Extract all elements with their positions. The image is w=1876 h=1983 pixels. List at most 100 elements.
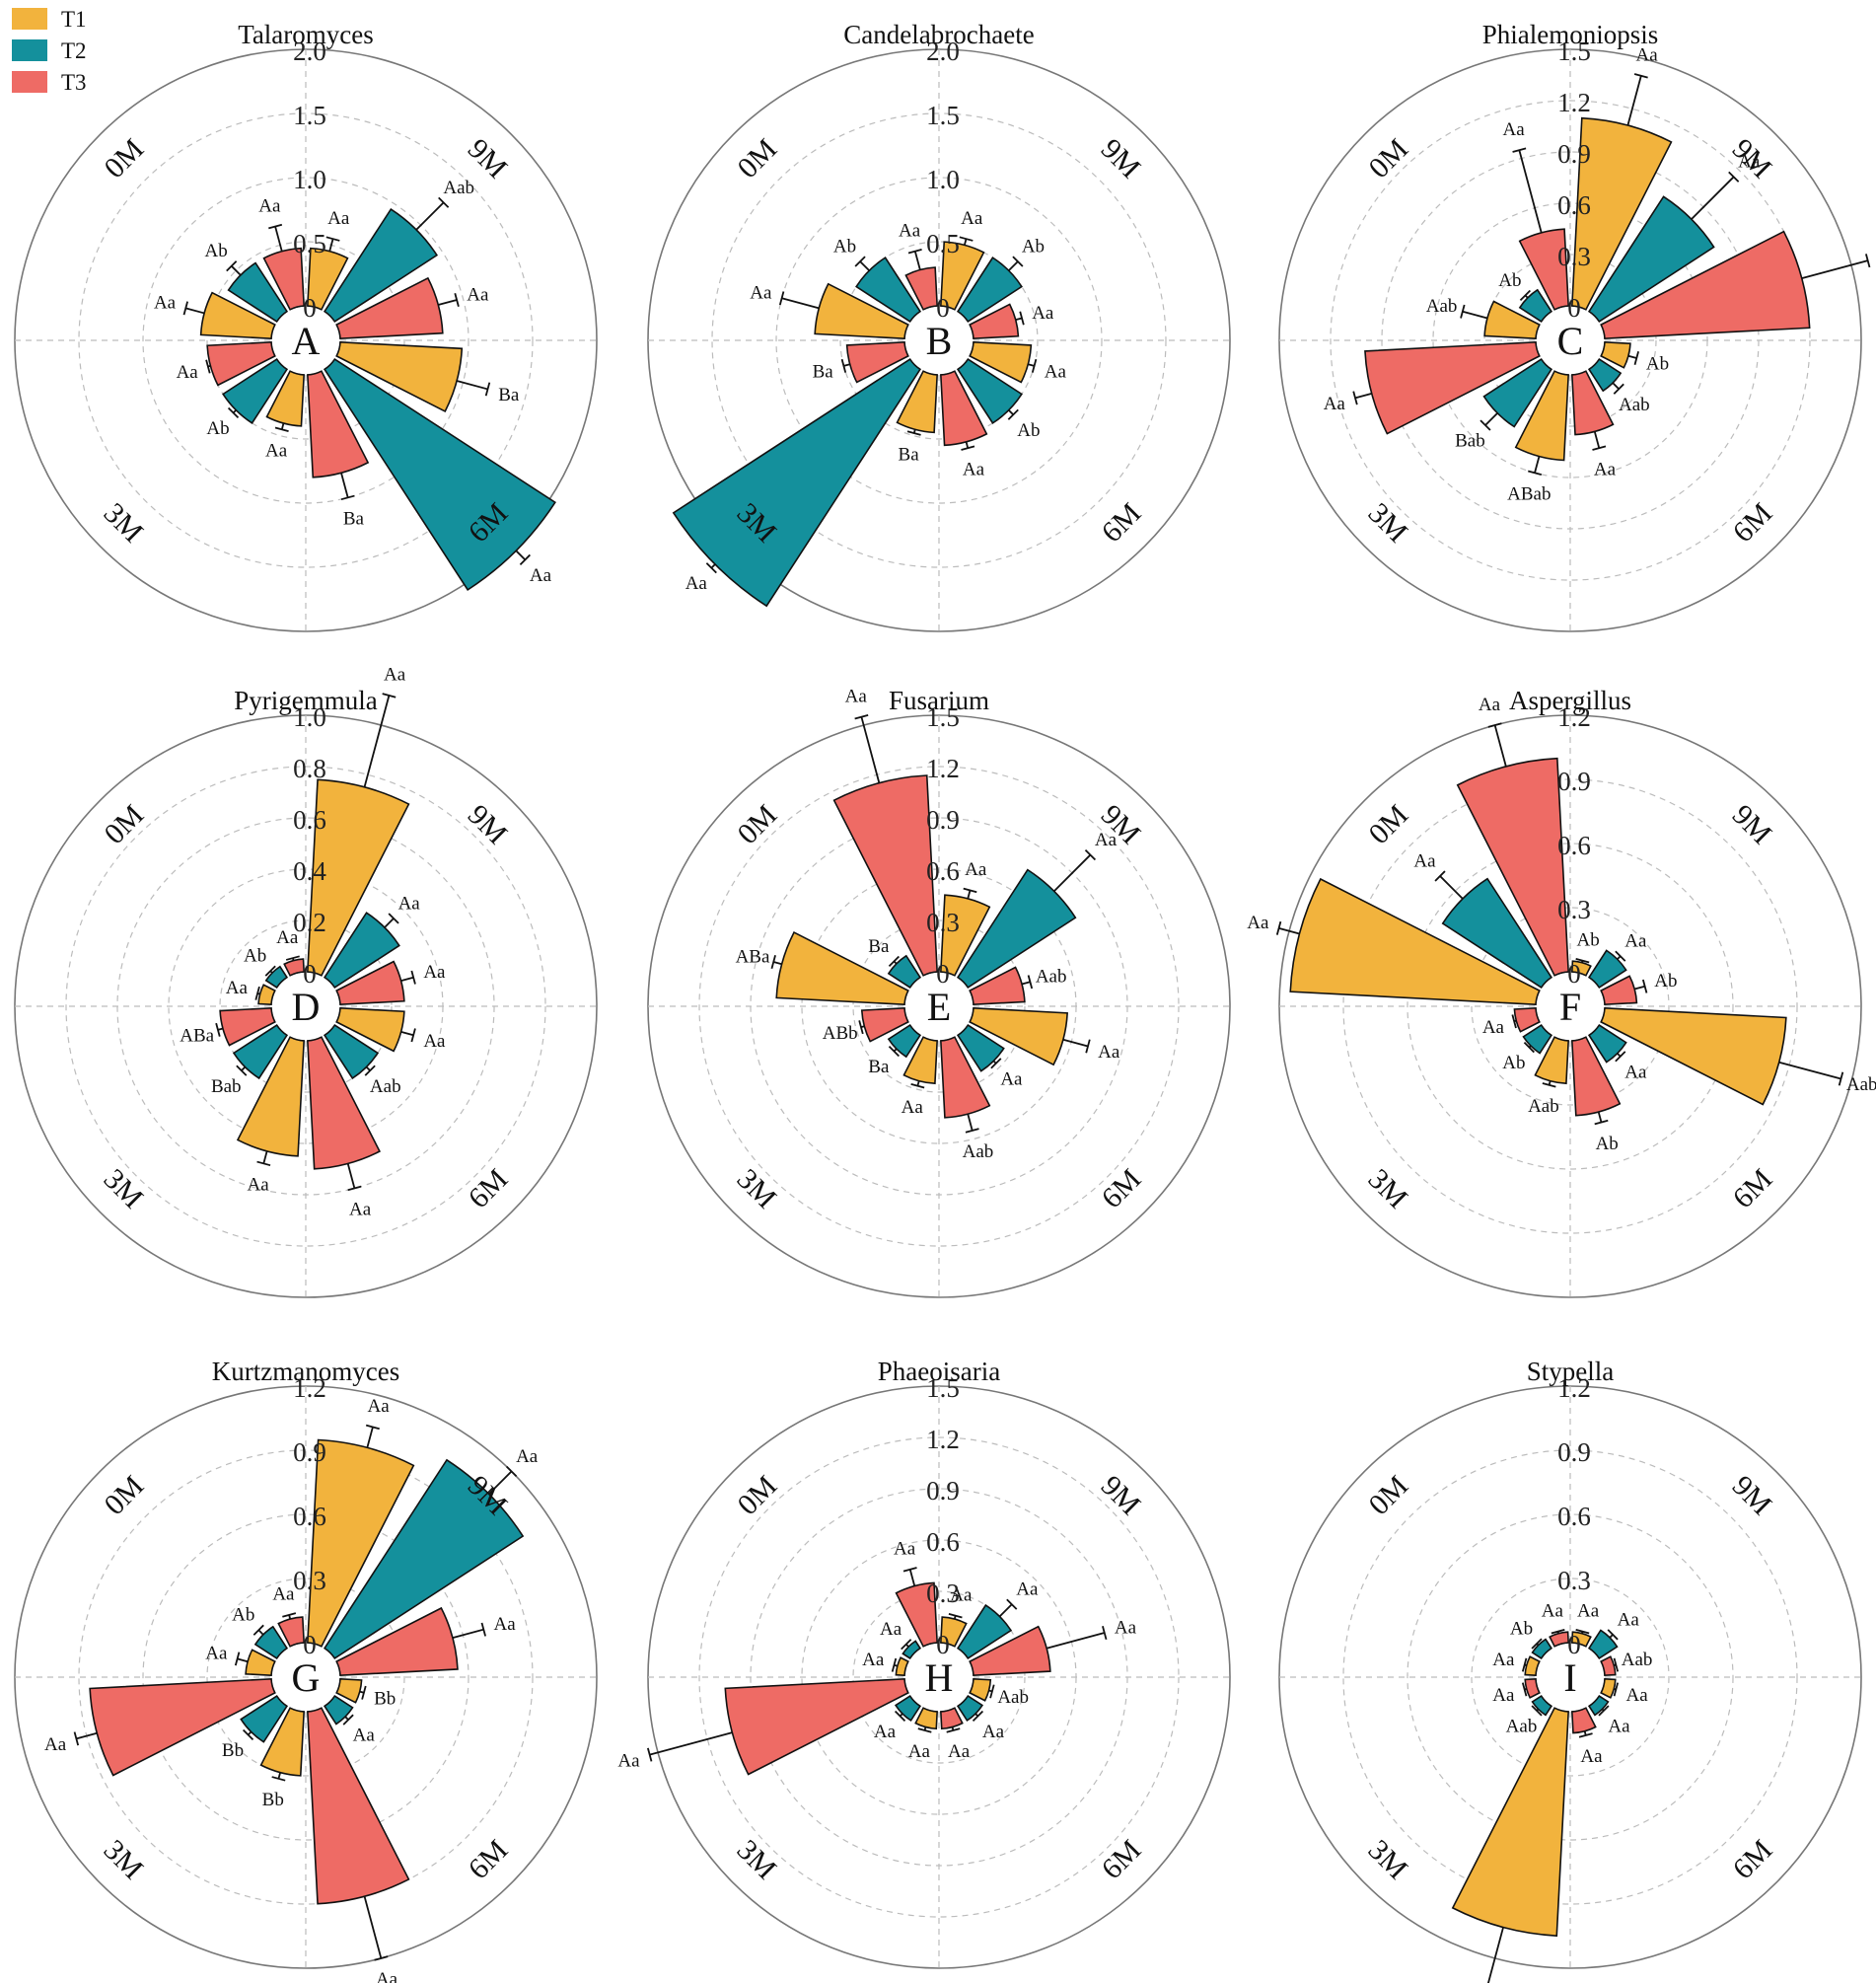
bar-t2-0m bbox=[253, 1625, 289, 1660]
bar-t1-0m bbox=[245, 1649, 276, 1677]
significance-label: Aa bbox=[1577, 1600, 1600, 1621]
significance-label: Aa bbox=[423, 962, 446, 983]
significance-label: Aa bbox=[205, 1644, 228, 1664]
bar-t1-9m bbox=[939, 241, 985, 311]
error-cap bbox=[1519, 289, 1532, 302]
significance-label: Aa bbox=[1492, 1685, 1515, 1706]
legend-label-t1: T1 bbox=[61, 7, 87, 32]
bar-t1-3m bbox=[896, 370, 939, 434]
error-cap bbox=[840, 358, 847, 373]
bar-t2-0m bbox=[1531, 1638, 1553, 1660]
bar-t1-3m bbox=[236, 1036, 306, 1157]
significance-label: Aab bbox=[997, 1687, 1029, 1708]
panel-title: Aspergillus bbox=[1509, 686, 1631, 715]
bar-t3-0m bbox=[895, 1581, 939, 1648]
panels: AaAaBaAaAbAabAaAbAaAaBaAaA00.51.01.52.00… bbox=[14, 20, 1876, 1983]
radial-tick-label: 0.9 bbox=[926, 1476, 960, 1506]
significance-label: ABab bbox=[1507, 484, 1551, 505]
radial-tick-label: 0.3 bbox=[1557, 1566, 1591, 1595]
radial-tick-label: 1.2 bbox=[926, 1425, 960, 1454]
error-cap bbox=[1615, 950, 1626, 962]
sector-label-0m: 0M bbox=[1362, 798, 1414, 850]
bar-t3-3m bbox=[845, 340, 909, 384]
bar-t2-3m bbox=[222, 357, 289, 424]
bar-t2-6m bbox=[956, 357, 1023, 424]
significance-label: Aa bbox=[1482, 1017, 1505, 1038]
radial-tick-label: 1.5 bbox=[293, 101, 326, 130]
bar-t3-0m bbox=[1549, 1631, 1570, 1648]
bar-t1-9m bbox=[939, 1616, 968, 1648]
panel-title: Phialemoniopsis bbox=[1482, 20, 1659, 49]
significance-label: Aa bbox=[1095, 830, 1118, 850]
bar-t2-6m bbox=[323, 1694, 354, 1726]
significance-label: Aa bbox=[1492, 1650, 1515, 1670]
sector-label-9m: 9M bbox=[462, 798, 514, 850]
grid-ring bbox=[206, 1578, 405, 1777]
significance-label: Aa bbox=[384, 665, 406, 686]
radial-tick-label: 0.5 bbox=[293, 229, 326, 258]
error-cap bbox=[1511, 1014, 1517, 1029]
panel-title: Fusarium bbox=[889, 686, 989, 715]
error-cap bbox=[342, 1714, 354, 1726]
error-cap bbox=[854, 713, 869, 720]
panel-title: Pyrigemmula bbox=[234, 686, 377, 715]
error-bar bbox=[1439, 875, 1464, 900]
error-cap bbox=[1633, 351, 1639, 366]
significance-label: Aab bbox=[443, 178, 474, 198]
panel-d: Aa Aa Aa Aa Ab Aa Aab Bab Aa Aa Aa ABa D0 0.2 0.4 0.6 0.… bbox=[14, 665, 598, 1298]
panel-e: ABa Aa Aa Aa Ba Aa Aa Ba Aa Aab Aab ABb E0 0.3 0.6 0.9 1… bbox=[647, 686, 1231, 1298]
significance-label: Aa bbox=[685, 573, 708, 594]
radial-tick-label: 0.9 bbox=[1557, 1437, 1591, 1467]
significance-label: Aa bbox=[177, 362, 199, 383]
significance-label: Aa bbox=[516, 1446, 539, 1467]
error-bar bbox=[781, 297, 820, 310]
error-cap bbox=[1613, 1682, 1620, 1697]
sector-label-3m: 3M bbox=[1362, 1163, 1414, 1215]
error-cap bbox=[1607, 1629, 1619, 1641]
grid-ring bbox=[839, 241, 1039, 440]
error-cap bbox=[1102, 1626, 1108, 1641]
bar-t3-3m bbox=[89, 1677, 276, 1777]
panel-a: Aa Aa Ba Aa Ab Aab Aa Ab Aa Aa Ba Aa A0 0.5 1.0 1.5 2.0 0… bbox=[14, 20, 598, 632]
bar-t2-9m bbox=[1587, 195, 1715, 324]
radial-tick-label: 2.0 bbox=[293, 37, 326, 66]
error-cap bbox=[1575, 1628, 1590, 1635]
significance-label: Ab bbox=[244, 946, 266, 967]
error-cap bbox=[410, 1028, 416, 1043]
error-bar bbox=[1046, 1632, 1105, 1650]
error-cap bbox=[1865, 254, 1871, 268]
error-cap bbox=[990, 1058, 1002, 1069]
significance-label: Aab bbox=[1846, 1074, 1876, 1095]
grid-ring bbox=[698, 1436, 1180, 1918]
panel-f: Aa Ab Aab Aab Aa Aa Aa Ab Aa Ab Ab Aa F0 0.3 0.6 0.9 1.2… bbox=[1247, 686, 1876, 1298]
significance-label: Aa bbox=[1324, 394, 1346, 414]
radial-tick-label: 1.5 bbox=[926, 1373, 960, 1403]
significance-label: Aa bbox=[908, 1741, 931, 1762]
panel-letter: E bbox=[927, 985, 951, 1029]
bar-t3-9m bbox=[335, 1606, 459, 1677]
significance-label: Aa bbox=[398, 893, 421, 914]
sector-label-6m: 6M bbox=[1727, 1163, 1779, 1215]
error-cap bbox=[1084, 848, 1097, 861]
radial-tick-label: 0 bbox=[1567, 1630, 1581, 1659]
error-cap bbox=[1838, 1071, 1844, 1086]
significance-label: Ba bbox=[899, 444, 920, 465]
error-cap bbox=[236, 1065, 248, 1076]
bar-t3-0m bbox=[904, 266, 939, 311]
error-cap bbox=[1592, 445, 1607, 451]
significance-label: Aab bbox=[963, 1141, 994, 1162]
bar-t3-9m bbox=[969, 1625, 1051, 1677]
significance-label: Aa bbox=[750, 283, 772, 304]
significance-label: Ab bbox=[205, 241, 228, 261]
grid-ring bbox=[1407, 843, 1734, 1170]
radial-tick-label: 0.6 bbox=[926, 856, 960, 886]
bar-t1-0m bbox=[1524, 1655, 1541, 1677]
radial-tick-label: 1.2 bbox=[926, 754, 960, 783]
radial-tick-label: 0.4 bbox=[293, 856, 326, 886]
bar-t3-0m bbox=[262, 247, 306, 311]
legend-swatch-t3 bbox=[12, 71, 47, 93]
bar-t3-6m bbox=[1570, 1707, 1597, 1734]
significance-label: Ab bbox=[1510, 1619, 1533, 1640]
error-cap bbox=[1085, 1039, 1091, 1054]
